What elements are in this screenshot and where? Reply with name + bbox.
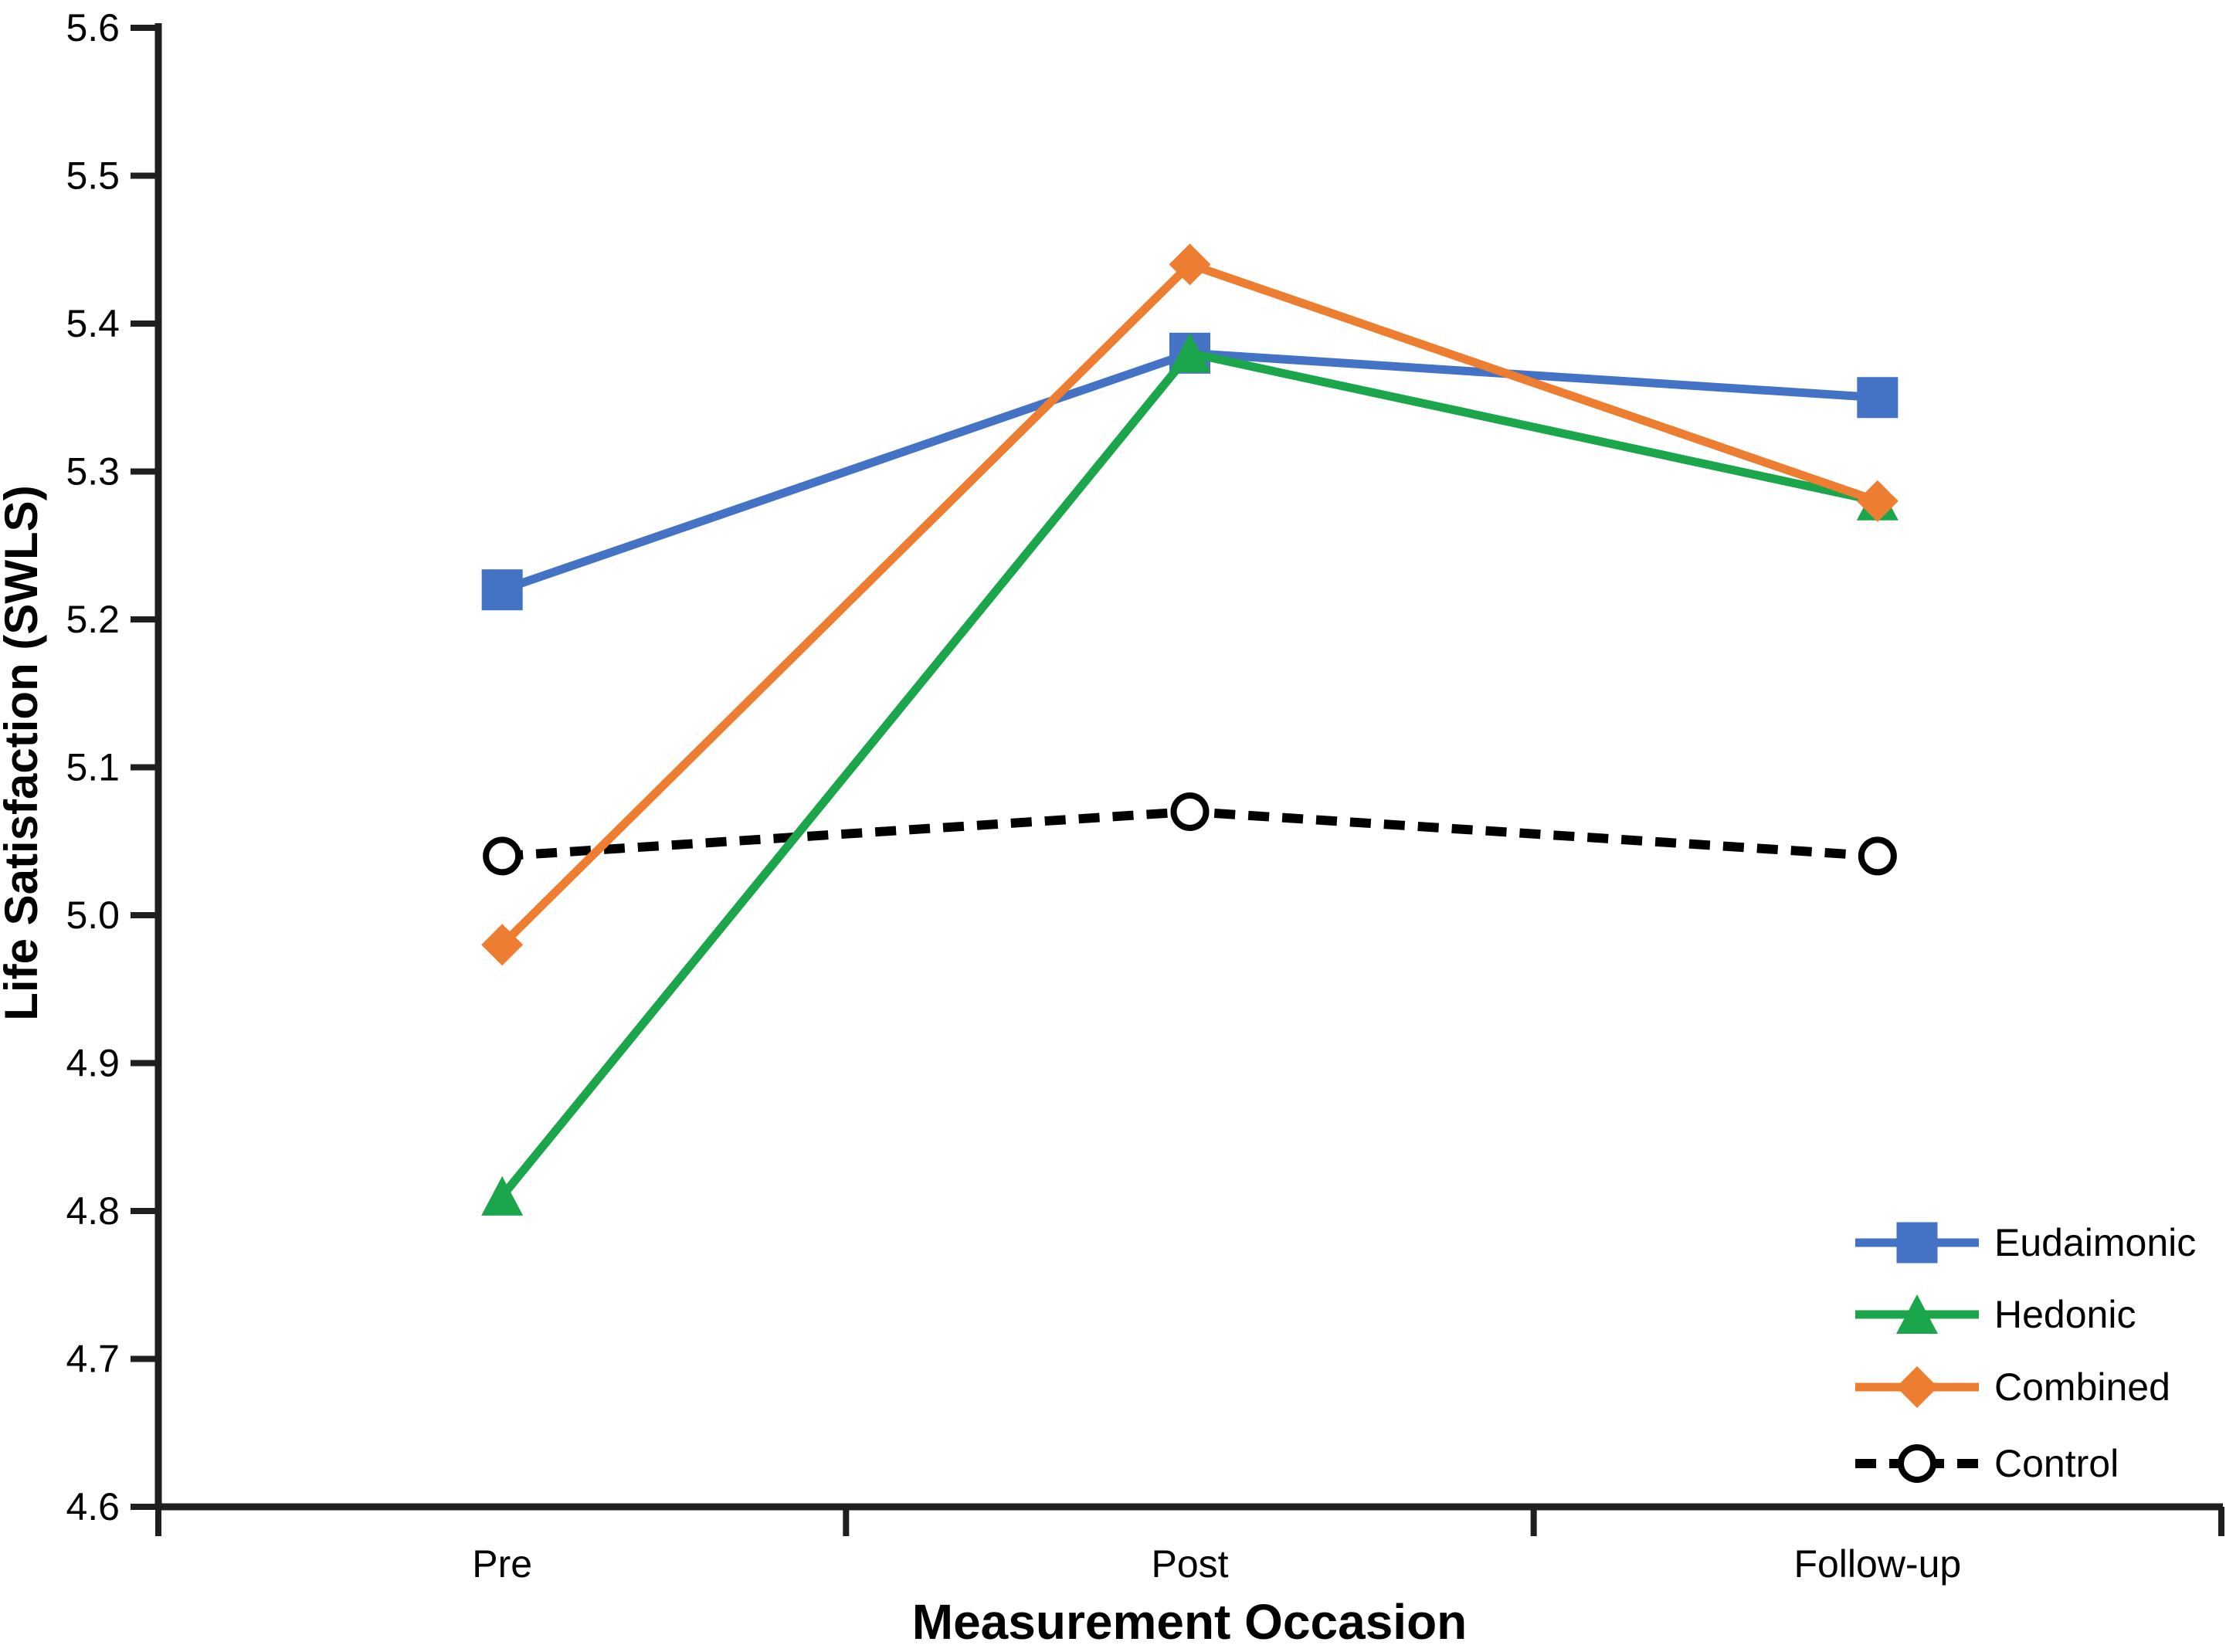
data-point-marker-square (1896, 1222, 1938, 1264)
y-tick-label: 5.5 (66, 154, 120, 198)
data-point-marker-diamond (481, 924, 524, 966)
y-axis-title: Life Satisfaction (SWLS) (0, 485, 47, 1020)
y-tick-label: 5.4 (66, 302, 120, 345)
legend-item-combined: Combined (1855, 1365, 2170, 1409)
y-axis-ticks: 4.6 4.7 4.8 4.9 5.0 5.1 5.2 5.3 5.4 5.5 5.6 (66, 6, 158, 1528)
x-tick-label-follow-up: Follow-up (1793, 1542, 1961, 1586)
data-point-marker-open-circle (1170, 792, 1210, 831)
y-tick-label: 5.3 (66, 450, 120, 494)
series-hedonic (481, 333, 1899, 1216)
data-point-marker-square (1857, 377, 1899, 419)
y-tick-label: 4.9 (66, 1042, 120, 1085)
series-control (483, 792, 1897, 876)
legend-item-hedonic: Hedonic (1855, 1293, 2136, 1336)
data-point-marker-diamond (1856, 480, 1899, 522)
y-tick-label: 4.6 (66, 1485, 120, 1528)
legend-item-eudaimonic: Eudaimonic (1855, 1221, 2196, 1264)
x-tick-label-pre: Pre (472, 1542, 532, 1586)
legend-label: Combined (1994, 1365, 2170, 1409)
y-tick-label: 4.7 (66, 1338, 120, 1381)
data-point-marker-open-circle (483, 836, 522, 876)
data-point-marker-triangle (1896, 1294, 1938, 1334)
series-line-hedonic (498, 348, 1878, 1199)
data-point-marker-diamond (1896, 1366, 1938, 1408)
data-series (481, 243, 1899, 1216)
x-tick-label-post: Post (1151, 1542, 1228, 1586)
y-tick-label: 4.8 (66, 1189, 120, 1233)
data-point-marker-triangle (1169, 333, 1211, 373)
legend-label: Hedonic (1994, 1293, 2136, 1336)
data-point-marker-open-circle (1898, 1444, 1936, 1483)
legend-item-control: Control (1855, 1442, 2119, 1485)
legend-label: Eudaimonic (1994, 1221, 2196, 1264)
y-tick-label: 5.0 (66, 894, 120, 937)
y-tick-label: 5.2 (66, 598, 120, 641)
x-axis-title: Measurement Occasion (912, 1594, 1468, 1650)
legend-label: Control (1994, 1442, 2119, 1485)
data-point-marker-open-circle (1858, 836, 1897, 876)
data-point-marker-triangle (481, 1175, 524, 1216)
data-point-marker-square (481, 569, 523, 611)
series-eudaimonic (481, 332, 1899, 611)
x-axis-ticks: Pre Post Follow-up (155, 1507, 2224, 1586)
y-tick-label: 5.1 (66, 746, 120, 789)
legend: Eudaimonic Hedonic Combined Control (1855, 1221, 2196, 1485)
data-point-marker-diamond (1169, 243, 1211, 286)
series-combined (481, 243, 1899, 966)
y-tick-label: 5.6 (66, 6, 120, 49)
series-line-eudaimonic (501, 348, 1878, 594)
